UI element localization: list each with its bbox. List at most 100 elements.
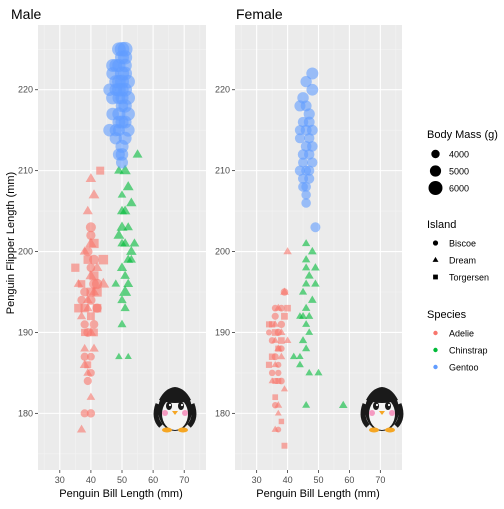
data-point-adelie <box>280 385 289 392</box>
data-point-chinstrap <box>296 352 304 360</box>
x-tick-label: 50 <box>313 475 323 485</box>
data-point-adelie <box>76 311 87 320</box>
data-point-chinstrap <box>301 303 311 311</box>
data-point-adelie <box>86 409 96 418</box>
data-point-adelie <box>277 320 286 329</box>
data-point-chinstrap <box>132 149 143 158</box>
data-point-chinstrap <box>126 197 137 207</box>
data-point-adelie <box>98 254 109 265</box>
data-point-chinstrap <box>298 312 308 319</box>
data-point-chinstrap <box>311 263 320 271</box>
y-tick-label: 180 <box>18 408 33 418</box>
data-point-chinstrap <box>301 239 311 247</box>
data-point-chinstrap <box>117 319 127 328</box>
panel-male: 30 40 50 60 70 180 190 200 210 220 <box>18 25 206 485</box>
data-point-adelie <box>91 262 103 272</box>
legend-species-label: Chinstrap <box>449 346 488 356</box>
data-point-gentoo <box>106 58 120 72</box>
data-point-adelie <box>271 336 279 343</box>
data-point-adelie <box>89 238 99 249</box>
data-point-adelie <box>268 321 276 328</box>
data-point-adelie <box>83 255 93 264</box>
x-tick-label: 40 <box>86 475 96 485</box>
data-point-chinstrap <box>298 336 308 344</box>
data-point-chinstrap <box>116 221 128 231</box>
data-point-adelie <box>82 205 93 215</box>
x-axis-title-female: Penguin Bill Length (mm) <box>256 488 380 500</box>
x-tick-label: 30 <box>55 475 65 485</box>
data-point-chinstrap <box>311 279 320 287</box>
legend-species-key <box>433 364 438 370</box>
data-point-adelie <box>272 378 279 384</box>
data-point-adelie <box>86 287 96 297</box>
legend-island-title: Island <box>427 219 456 231</box>
data-point-adelie <box>89 271 99 281</box>
data-point-adelie <box>271 425 279 432</box>
y-axis-title: Penguin Flipper Length (mm) <box>5 172 17 314</box>
y-tick-label: 210 <box>18 166 33 176</box>
data-point-adelie <box>97 277 110 288</box>
legend-size-keys: 4000 5000 6000 <box>427 146 469 197</box>
data-point-chinstrap <box>338 400 348 409</box>
data-point-chinstrap <box>307 295 317 303</box>
data-point-adelie <box>274 409 282 416</box>
data-point-adelie <box>268 369 276 377</box>
legend-size-key <box>429 165 442 177</box>
data-point-gentoo <box>307 141 318 152</box>
x-tick-label: 30 <box>252 475 262 485</box>
legend-size-label: 4000 <box>449 150 469 160</box>
data-point-adelie <box>278 337 285 344</box>
data-point-adelie <box>80 304 89 313</box>
data-point-gentoo <box>294 100 306 112</box>
y-tick-label: 210 <box>215 166 230 176</box>
data-point-chinstrap <box>301 255 311 263</box>
legend-species-key <box>433 347 438 353</box>
data-point-gentoo <box>103 83 116 96</box>
data-point-adelie <box>281 312 288 320</box>
data-point-chinstrap <box>302 263 311 271</box>
data-point-chinstrap <box>117 190 127 198</box>
legend: Body Mass (g) 4000 5000 6000 Island Biscoe… <box>427 129 498 373</box>
data-point-adelie <box>81 328 89 337</box>
data-point-adelie <box>88 189 100 199</box>
data-point-chinstrap <box>124 352 132 360</box>
data-point-adelie <box>89 343 99 352</box>
data-point-adelie <box>86 312 95 321</box>
data-point-adelie <box>84 361 92 369</box>
data-point-adelie <box>74 303 83 313</box>
legend-size-label: 6000 <box>449 184 469 194</box>
x-axis-title-male: Penguin Bill Length (mm) <box>59 488 183 500</box>
data-point-chinstrap <box>116 205 128 215</box>
data-point-adelie <box>278 418 285 425</box>
data-point-adelie <box>283 247 292 255</box>
data-point-adelie <box>271 329 279 336</box>
legend-species-keys: Adelie Chinstrap Gentoo <box>433 329 488 373</box>
legend-island-keys: Biscoe Dream Torgersen <box>432 239 489 283</box>
legend-island-key <box>432 256 439 262</box>
legend-island-key <box>432 240 439 246</box>
data-point-gentoo <box>301 181 311 192</box>
facet-title-female: Female <box>236 6 283 22</box>
legend-island-label: Torgersen <box>449 273 489 283</box>
data-point-gentoo <box>304 149 315 160</box>
data-point-gentoo <box>297 173 309 184</box>
data-point-adelie <box>86 230 96 240</box>
legend-size-key <box>428 181 443 195</box>
data-point-chinstrap <box>111 279 121 287</box>
data-point-gentoo <box>103 123 116 137</box>
data-point-chinstrap <box>296 360 304 368</box>
data-point-gentoo <box>303 116 315 128</box>
data-point-adelie <box>92 287 102 297</box>
data-point-adelie <box>80 343 90 352</box>
legend-island-label: Biscoe <box>449 239 476 249</box>
facet-title-male: Male <box>11 6 42 22</box>
x-tick-label: 40 <box>283 475 293 485</box>
data-point-adelie <box>96 166 105 175</box>
data-point-adelie <box>92 303 102 313</box>
data-point-gentoo <box>304 165 315 176</box>
data-point-gentoo <box>121 107 135 121</box>
data-point-chinstrap <box>302 320 311 327</box>
data-point-chinstrap <box>119 164 131 175</box>
data-point-chinstrap <box>117 295 127 304</box>
data-point-chinstrap <box>305 368 314 376</box>
